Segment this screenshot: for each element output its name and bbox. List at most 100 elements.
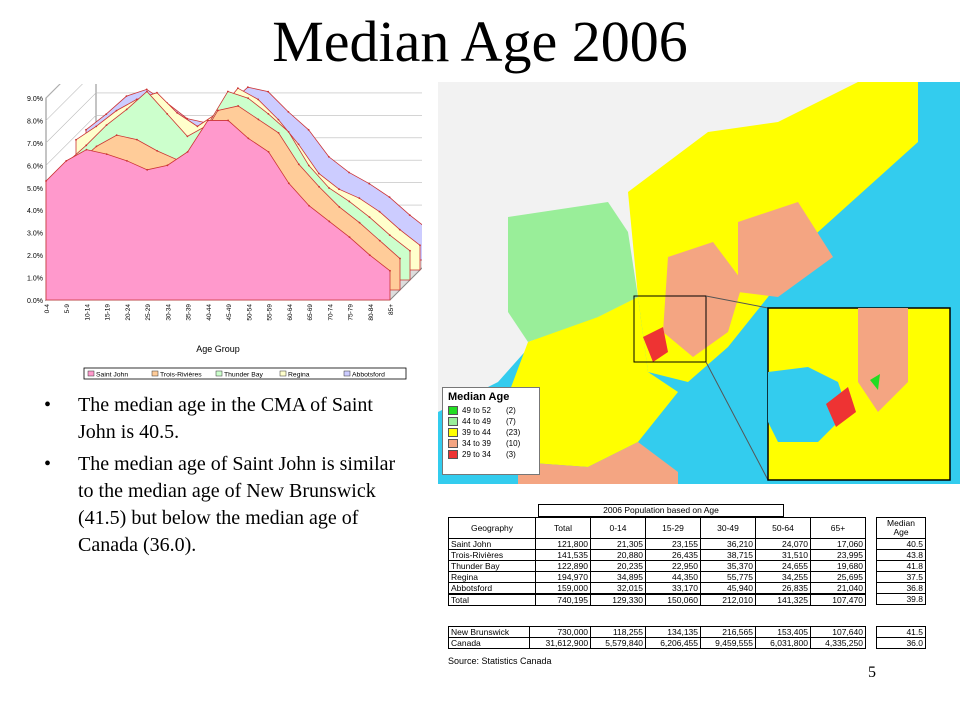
bullet-text: The median age in the CMA of Saint John … xyxy=(78,394,373,443)
header-cell: 50-64 xyxy=(755,517,811,539)
bullet-list: • The median age in the CMA of Saint John… xyxy=(44,392,404,564)
data-point xyxy=(287,130,290,133)
y-tick-label: 0.0% xyxy=(27,298,43,305)
data-point xyxy=(95,125,98,128)
chart-legend-swatch xyxy=(151,370,159,377)
value-cell: 141,535 xyxy=(535,549,591,561)
gridline xyxy=(45,115,422,166)
x-tick-label: 60-64 xyxy=(287,304,294,321)
x-tick-label: 55-59 xyxy=(267,304,274,321)
bullet-item: • The median age in the CMA of Saint John… xyxy=(44,392,404,446)
population-table-provincial: New Brunswick 730,000 118,255 134,135 216,56… xyxy=(447,626,867,649)
data-point xyxy=(216,109,219,112)
data-point xyxy=(368,254,371,257)
inset-leader-line xyxy=(705,295,769,309)
data-point xyxy=(247,137,250,140)
data-point xyxy=(348,236,351,239)
data-point xyxy=(237,105,240,107)
data-point xyxy=(115,134,118,137)
median-row: 39.8 xyxy=(876,593,926,605)
data-point xyxy=(267,113,270,115)
table-title: 2006 Population based on Age xyxy=(538,504,784,517)
value-cell: 44,350 xyxy=(645,571,701,583)
data-point xyxy=(226,90,229,93)
data-point xyxy=(267,150,270,153)
data-point xyxy=(95,145,98,148)
value-cell: 107,470 xyxy=(810,593,866,606)
x-axis-label: Age Group xyxy=(196,344,240,354)
median-row: 43.8 xyxy=(876,549,926,561)
median-cell: 37.5 xyxy=(876,571,926,583)
data-point xyxy=(236,87,239,90)
value-cell: 9,459,555 xyxy=(700,637,756,649)
table-row: Canada 31,612,900 5,579,840 6,206,455 9,459,… xyxy=(447,637,867,649)
bullet-text: The median age of Saint John is similar … xyxy=(78,453,396,556)
data-point xyxy=(75,138,77,141)
y-tick-label: 5.0% xyxy=(27,186,43,193)
data-point xyxy=(186,150,189,153)
data-point xyxy=(399,257,401,260)
data-point xyxy=(186,135,189,138)
value-cell: 6,206,455 xyxy=(645,637,702,649)
legend-count: (10) xyxy=(506,439,521,448)
header-cell: 15-29 xyxy=(645,517,701,539)
region-green xyxy=(508,202,638,342)
value-cell: 5,579,840 xyxy=(590,637,647,649)
data-point xyxy=(196,125,199,128)
table-row: Trois-Rivières 141,535 20,880 26,435 38,715 3… xyxy=(448,549,866,561)
value-cell: 55,775 xyxy=(700,571,756,583)
median-cell: 36.0 xyxy=(876,637,926,649)
data-point xyxy=(389,269,391,272)
value-cell: 20,235 xyxy=(590,560,646,572)
table-row: Total 740,195 129,330 150,060 212,010 141,325… xyxy=(448,593,866,606)
value-cell: 740,195 xyxy=(535,593,591,606)
x-tick-label: 35-39 xyxy=(186,304,193,321)
data-point xyxy=(227,119,230,122)
y-tick-label: 3.0% xyxy=(27,231,43,238)
legend-label: 44 to 49 xyxy=(462,417,491,426)
data-point xyxy=(368,182,371,185)
value-cell: 6,031,800 xyxy=(755,637,811,649)
data-point xyxy=(388,196,391,199)
chart-legend-swatch xyxy=(343,370,351,377)
data-point xyxy=(65,159,68,162)
inset-green-region xyxy=(870,374,880,390)
value-cell: 150,060 xyxy=(645,593,701,606)
inset-leader-line xyxy=(705,361,769,481)
median-row: 40.5 xyxy=(876,538,926,550)
data-point xyxy=(409,249,411,252)
data-point xyxy=(257,98,260,101)
legend-count: (23) xyxy=(506,428,521,437)
header-cell: 0-14 xyxy=(590,517,646,539)
data-point xyxy=(156,91,158,94)
y-tick-label: 1.0% xyxy=(27,276,43,283)
data-point xyxy=(115,109,118,112)
slide-number: 5 xyxy=(868,664,876,681)
data-point xyxy=(136,138,138,141)
legend-row: 49 to 52 (2) xyxy=(448,405,539,416)
value-cell: 26,835 xyxy=(755,582,811,595)
value-cell: 134,135 xyxy=(645,626,702,638)
data-point xyxy=(378,210,381,213)
value-cell: 32,015 xyxy=(590,582,646,595)
data-point xyxy=(85,148,88,151)
data-point xyxy=(105,113,108,116)
geography-cell: Trois-Rivières xyxy=(448,549,536,561)
inset-locator xyxy=(633,295,707,363)
data-point xyxy=(267,90,270,93)
legend-swatch xyxy=(448,450,458,459)
value-cell: 35,370 xyxy=(700,560,756,572)
data-point xyxy=(348,200,351,203)
x-tick-label: 15-19 xyxy=(105,304,112,321)
data-point xyxy=(327,155,330,158)
data-point xyxy=(287,110,290,113)
value-cell: 38,715 xyxy=(700,549,756,561)
y-tick-label: 6.0% xyxy=(27,163,43,170)
data-point xyxy=(166,164,169,167)
inset-water xyxy=(768,367,848,442)
y-tick-label: 4.0% xyxy=(27,208,43,215)
y-tick-label: 8.0% xyxy=(27,118,43,125)
data-point xyxy=(307,128,310,131)
data-point xyxy=(126,159,128,162)
value-cell: 34,895 xyxy=(590,571,646,583)
